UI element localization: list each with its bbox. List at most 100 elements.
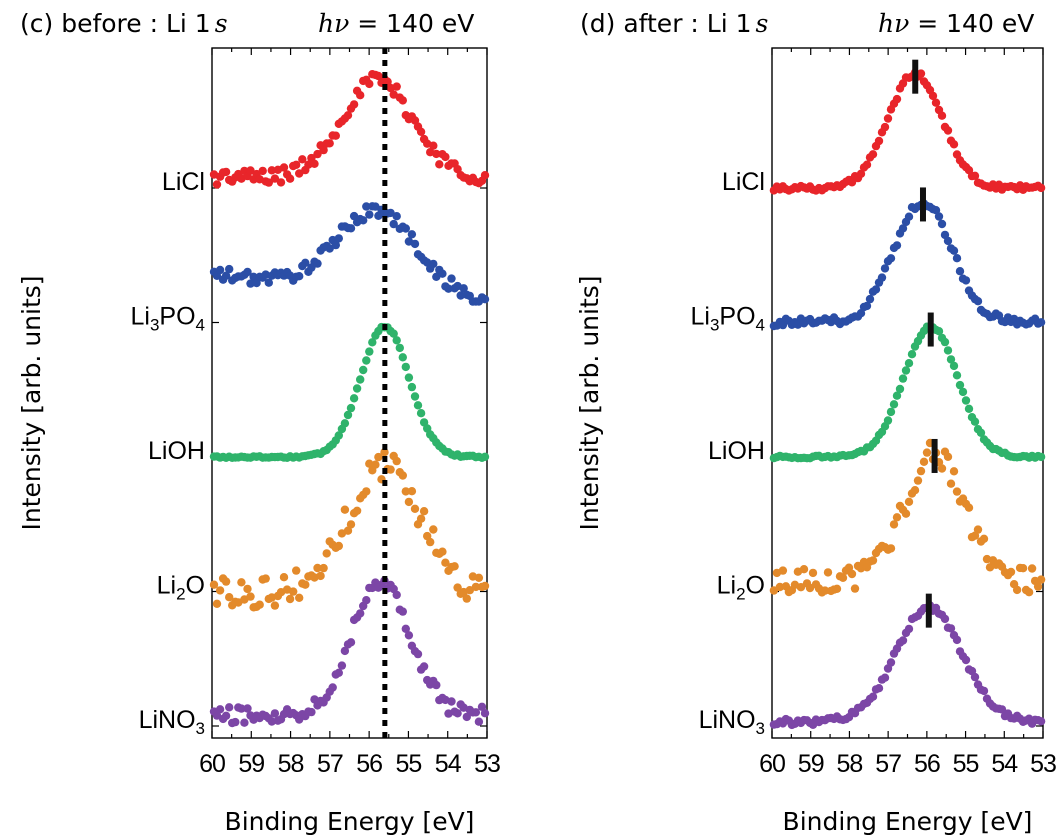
data-point — [474, 573, 484, 582]
data-point — [322, 549, 331, 558]
data-point — [964, 404, 974, 413]
data-point — [889, 400, 899, 409]
data-point — [949, 140, 959, 149]
data-point — [892, 94, 902, 104]
data-point — [349, 100, 359, 109]
data-point — [910, 486, 920, 495]
data-point — [913, 476, 923, 485]
data-point — [225, 593, 234, 602]
data-point — [856, 169, 866, 178]
data-point — [383, 77, 392, 86]
data-point — [898, 636, 908, 645]
data-point — [976, 428, 986, 437]
data-point — [880, 264, 890, 273]
data-point — [970, 417, 980, 426]
data-point — [931, 98, 941, 107]
data-point — [778, 320, 788, 330]
data-point — [276, 178, 286, 187]
data-point — [877, 273, 887, 282]
data-point — [958, 387, 968, 397]
data-point — [432, 680, 441, 690]
data-point — [1036, 452, 1046, 462]
data-point — [943, 126, 953, 135]
data-point — [401, 487, 410, 496]
data-point — [453, 709, 462, 718]
data-point — [429, 259, 438, 269]
data-point — [407, 487, 417, 496]
data-point — [964, 503, 974, 512]
data-point — [401, 362, 410, 372]
data-point — [404, 497, 414, 507]
series-lioh: LiOH — [708, 312, 1046, 465]
data-point — [380, 448, 389, 457]
data-point — [955, 380, 965, 390]
data-point — [949, 361, 959, 371]
data-point — [255, 600, 264, 609]
data-point — [904, 359, 914, 368]
series-li2o: Li2O — [157, 448, 490, 612]
data-point — [904, 497, 914, 506]
data-point — [907, 350, 917, 359]
data-point — [334, 541, 343, 551]
data-point — [416, 514, 426, 523]
data-point — [892, 241, 902, 250]
panel-c-before: (c) before : Li 1 s hν = 140 eV 60 59 58 57 56 5… — [17, 9, 501, 836]
x-tick-label: 57 — [875, 750, 901, 778]
data-point — [362, 202, 371, 211]
data-point — [889, 520, 899, 529]
data-point — [480, 452, 490, 461]
data-point — [880, 673, 890, 682]
data-point — [901, 509, 911, 518]
data-point — [940, 614, 950, 624]
data-point — [937, 111, 947, 120]
data-point — [359, 216, 368, 225]
data-point — [895, 384, 905, 394]
data-point — [480, 171, 490, 180]
data-point — [404, 373, 414, 382]
x-tick-label: 56 — [356, 750, 382, 778]
data-point — [1036, 318, 1046, 327]
data-point — [946, 624, 956, 633]
data-point — [313, 259, 322, 268]
data-point — [922, 448, 932, 457]
data-point — [389, 219, 398, 229]
data-point — [267, 717, 276, 726]
data-point — [243, 704, 252, 713]
data-point — [389, 329, 398, 338]
series-label: LiOH — [708, 437, 765, 465]
data-point — [820, 586, 830, 595]
data-point — [462, 594, 471, 603]
data-point — [868, 150, 878, 159]
data-point — [862, 301, 872, 311]
data-point — [243, 267, 252, 277]
data-point — [450, 562, 459, 571]
data-point — [426, 537, 435, 547]
data-point — [435, 160, 444, 169]
data-point — [301, 580, 310, 589]
data-point — [808, 568, 818, 578]
data-point — [970, 672, 980, 682]
data-point — [340, 646, 350, 656]
data-point — [221, 271, 231, 280]
data-point — [343, 526, 353, 535]
y-axis-label: Intensity [arb. units] — [575, 275, 604, 530]
x-tick-label: 53 — [474, 750, 500, 778]
data-point — [398, 471, 407, 480]
data-point — [429, 525, 438, 534]
data-point — [319, 563, 328, 573]
data-point — [952, 254, 962, 263]
data-point — [471, 582, 481, 592]
data-point — [441, 558, 450, 567]
data-point — [365, 79, 374, 89]
data-point — [892, 391, 902, 400]
data-point — [231, 717, 240, 727]
data-point — [799, 565, 809, 574]
data-point — [886, 407, 896, 417]
series-lino3: LiNO3 — [139, 576, 490, 738]
data-point — [392, 456, 401, 466]
data-point — [886, 544, 896, 553]
data-point — [419, 507, 429, 516]
